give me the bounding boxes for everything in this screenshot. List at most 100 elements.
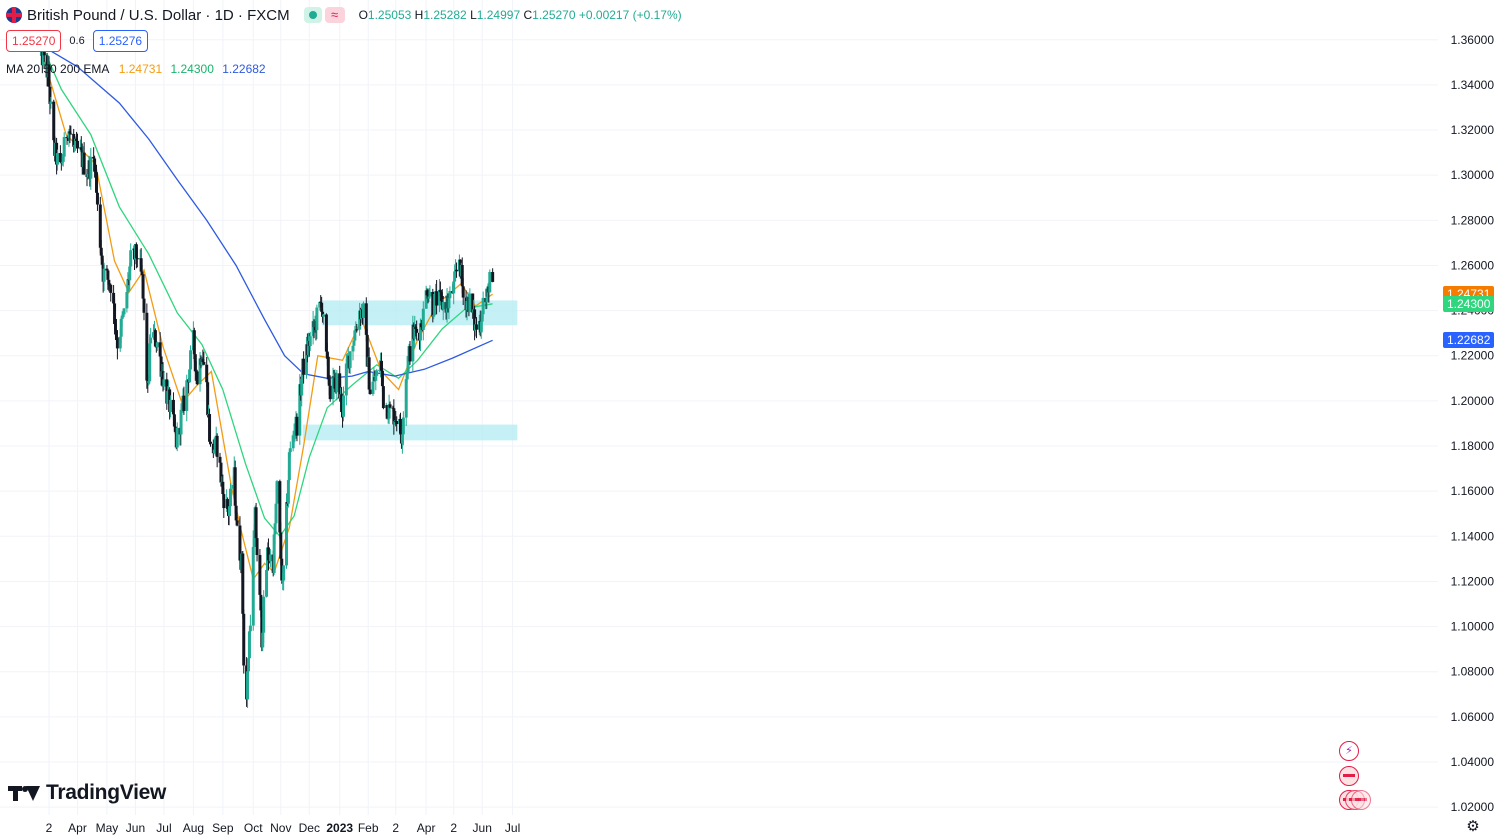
candle-body <box>455 269 459 272</box>
candle-body <box>344 363 348 396</box>
candle-body <box>228 488 232 507</box>
candle-body <box>152 332 155 338</box>
candle-body <box>42 51 46 56</box>
symbol-title[interactable]: British Pound / U.S. Dollar · 1D · FXCM <box>27 6 290 24</box>
candle-body <box>401 417 405 435</box>
candle-body <box>100 255 104 265</box>
candle-body <box>266 547 270 561</box>
price-axis[interactable]: 1.02000 1.04000 1.06000 1.08000 1.10000 1.120… <box>1451 33 1495 814</box>
y-tick-label: 1.04000 <box>1451 755 1495 769</box>
candle-body <box>480 314 484 322</box>
candle-body <box>391 407 395 409</box>
gb-flag-icon[interactable] <box>1339 766 1359 786</box>
candle-body <box>367 357 371 390</box>
candle-body <box>393 421 397 425</box>
candle-body <box>86 173 90 178</box>
x-tick-label: Jul <box>505 821 520 835</box>
candle-body <box>52 101 56 141</box>
candle-body <box>145 312 149 381</box>
candle-body <box>125 292 129 309</box>
ma-legend-label: MA 20 50 200 EMA <box>6 62 110 76</box>
candle-body <box>118 336 122 349</box>
candle-body <box>113 303 117 325</box>
candle-body <box>254 507 258 539</box>
candle-body <box>79 147 83 150</box>
candle-body <box>272 534 276 573</box>
y-tick-label: 1.20000 <box>1451 394 1495 408</box>
wave-icon[interactable]: ≈ <box>324 7 345 23</box>
candle-body <box>395 421 399 425</box>
time-axis[interactable]: 2 Apr May Jun Jul Aug Sep Oct Nov Dec 2023 Feb 2 Apr 2… <box>46 821 521 835</box>
candle-body <box>76 140 79 149</box>
candle-body <box>95 172 98 193</box>
ma50-value: 1.24300 <box>170 62 214 76</box>
tradingview-logo[interactable]: TradingView <box>8 781 166 805</box>
buy-button[interactable]: 1.25276 <box>92 30 149 52</box>
x-tick-label: Apr <box>417 821 436 835</box>
lightning-icon[interactable]: ⚡ <box>1339 741 1359 761</box>
y-tick-label: 1.22000 <box>1451 349 1495 363</box>
candle-body <box>475 324 478 330</box>
candle-body <box>281 580 285 582</box>
candle-body <box>49 101 53 104</box>
candle-body <box>112 292 116 304</box>
candle-body <box>248 625 252 632</box>
candle-body <box>298 384 302 436</box>
candle-body <box>324 314 328 352</box>
candle-body <box>93 158 97 172</box>
candle-body <box>273 523 277 535</box>
candle-body <box>433 293 437 315</box>
candle-body <box>200 359 204 366</box>
candle-body <box>441 302 445 310</box>
candle-body <box>304 344 308 375</box>
low-value: 1.24997 <box>476 8 521 22</box>
brand-name: TradingView <box>46 781 167 804</box>
candle-body <box>261 632 265 648</box>
candle-body <box>473 309 477 331</box>
us-flag-icon[interactable] <box>1351 790 1371 810</box>
ma-legend[interactable]: MA 20 50 200 EMA 1.24731 1.24300 1.22682 <box>6 62 271 76</box>
candle-body <box>120 317 124 319</box>
candle-body <box>468 293 472 313</box>
candle-body <box>56 153 60 165</box>
candle-body <box>351 345 355 352</box>
y-tick-label: 1.18000 <box>1451 439 1495 453</box>
market-status-icon[interactable] <box>303 7 322 23</box>
candle-body <box>413 326 417 339</box>
candle-body <box>219 462 223 483</box>
x-tick-label: 2023 <box>326 821 353 835</box>
candle-body <box>280 558 284 581</box>
candle-body <box>378 369 382 371</box>
candle-body <box>287 452 291 481</box>
candle-body <box>75 138 79 141</box>
candle-body <box>321 311 325 317</box>
candle-body <box>428 291 432 297</box>
candle-body <box>342 395 345 417</box>
candle-body <box>209 441 212 444</box>
candle-body <box>182 395 186 411</box>
candle-body <box>134 244 138 259</box>
candle-body <box>102 268 106 282</box>
x-tick-label: Feb <box>358 821 379 835</box>
candle-body <box>438 289 442 293</box>
candle-body <box>368 389 372 395</box>
candle-body <box>274 503 278 524</box>
candle-body <box>386 418 390 420</box>
candle-body <box>106 270 110 280</box>
candle-body <box>340 394 344 413</box>
settings-gear-icon[interactable]: ⚙ <box>1466 818 1480 835</box>
candle-body <box>242 613 246 666</box>
candle-body <box>192 330 196 355</box>
candle-body <box>218 456 222 463</box>
candle-body <box>82 152 86 175</box>
candle-body <box>114 324 117 331</box>
candle-body <box>121 314 125 318</box>
candle-body <box>99 247 103 256</box>
candle-body <box>320 302 324 312</box>
candle-body <box>326 356 330 380</box>
candle-body <box>135 258 139 260</box>
price-badge: 1.22682 <box>1443 332 1495 349</box>
y-tick-label: 1.10000 <box>1451 620 1495 634</box>
sell-button[interactable]: 1.25270 <box>6 30 62 52</box>
